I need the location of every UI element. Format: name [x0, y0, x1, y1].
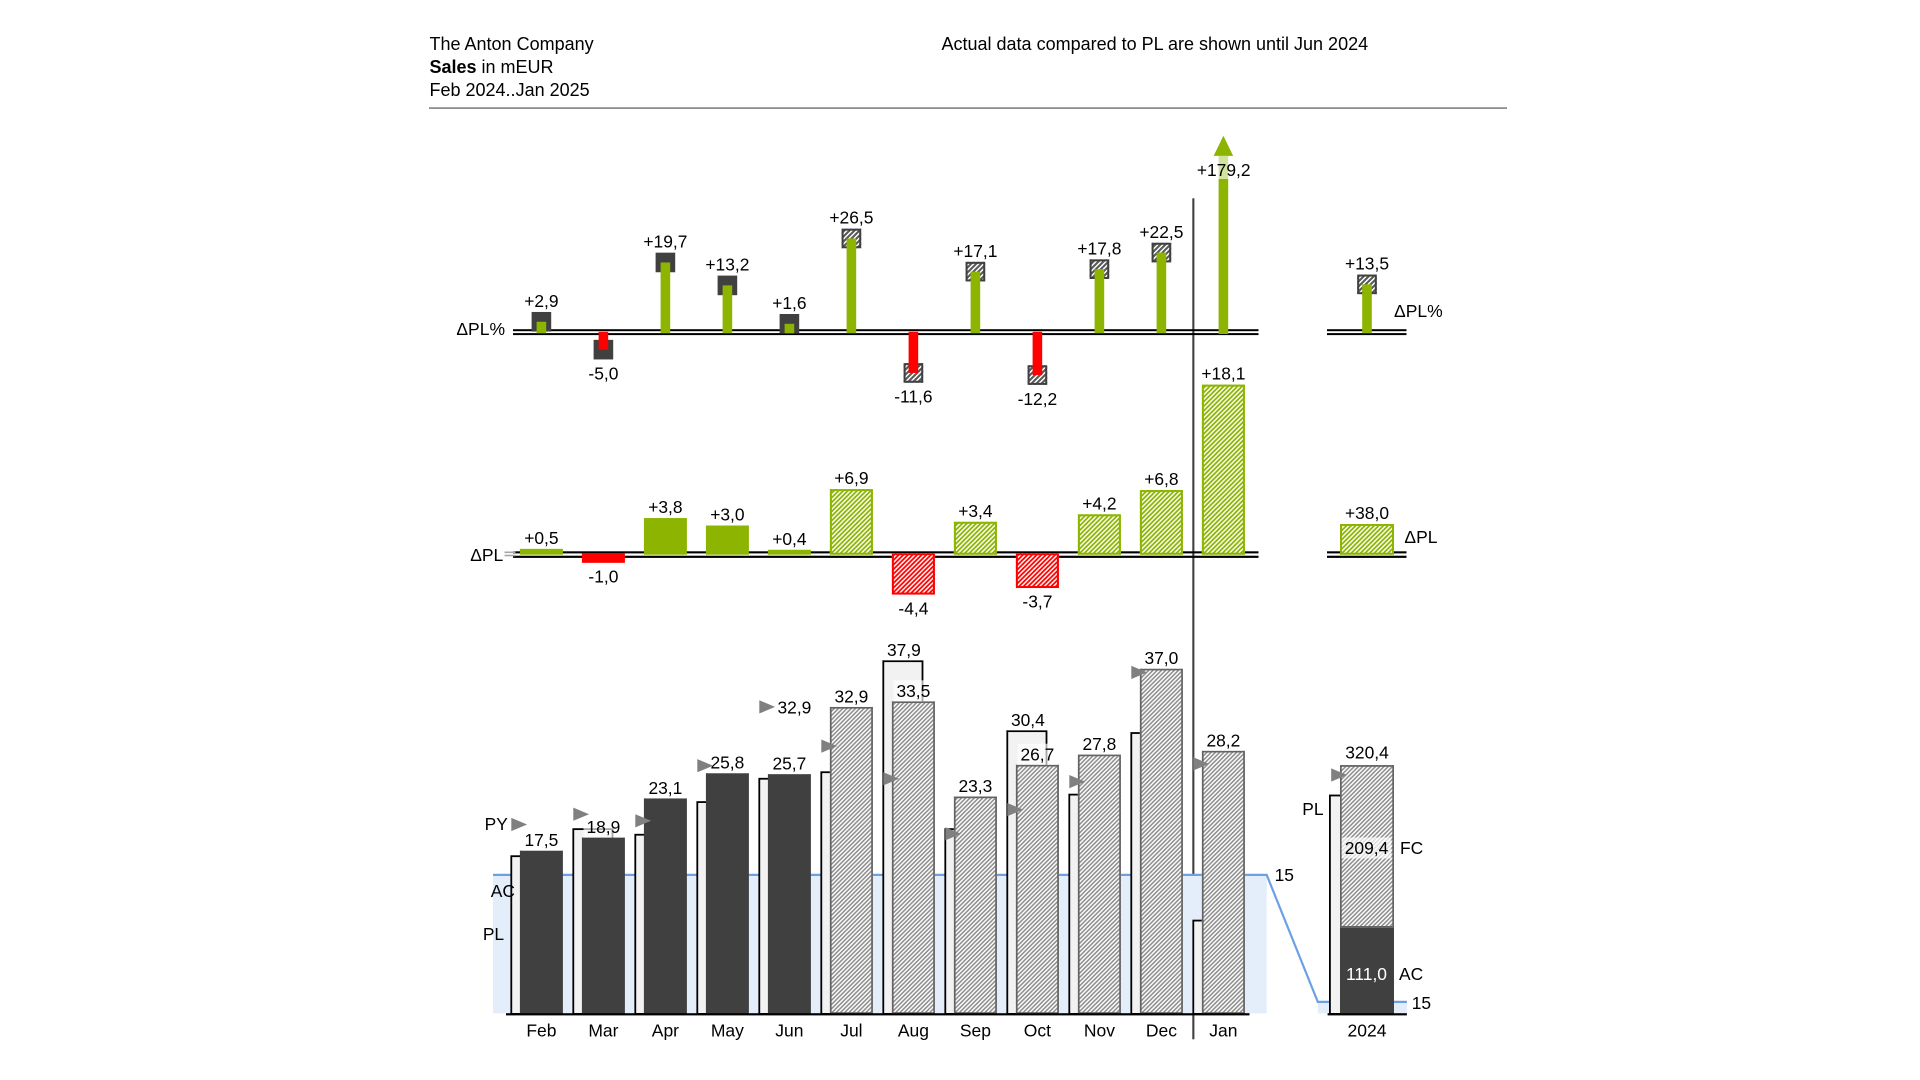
- svg-text:Mar: Mar: [588, 1021, 618, 1041]
- svg-text:15: 15: [1275, 865, 1294, 885]
- svg-text:32,9: 32,9: [834, 686, 868, 706]
- svg-text:Jan: Jan: [1209, 1021, 1237, 1041]
- svg-text:Actual data compared to PL are: Actual data compared to PL are shown unt…: [942, 34, 1369, 54]
- svg-text:Aug: Aug: [898, 1021, 929, 1041]
- svg-text:30,4: 30,4: [1011, 710, 1045, 730]
- svg-text:AC: AC: [1399, 964, 1423, 984]
- svg-text:+18,1: +18,1: [1201, 364, 1245, 384]
- svg-text:+13,5: +13,5: [1345, 254, 1389, 274]
- svg-text:23,1: 23,1: [648, 778, 682, 798]
- svg-text:+3,4: +3,4: [958, 501, 993, 521]
- svg-text:2024: 2024: [1348, 1021, 1387, 1041]
- svg-text:-1,0: -1,0: [588, 567, 618, 587]
- svg-text:+6,8: +6,8: [1144, 469, 1178, 489]
- svg-text:+3,0: +3,0: [710, 505, 744, 525]
- svg-text:+2,9: +2,9: [524, 291, 558, 311]
- svg-text:Feb: Feb: [526, 1021, 556, 1041]
- svg-text:320,4: 320,4: [1345, 743, 1389, 763]
- svg-text:+0,5: +0,5: [524, 528, 558, 548]
- svg-text:+22,5: +22,5: [1139, 222, 1183, 242]
- svg-text:ΔPL%: ΔPL%: [456, 319, 505, 339]
- svg-text:Dec: Dec: [1146, 1021, 1177, 1041]
- svg-text:37,0: 37,0: [1144, 648, 1178, 668]
- svg-text:+3,8: +3,8: [648, 497, 682, 517]
- svg-text:+17,1: +17,1: [953, 241, 997, 261]
- svg-text:+4,2: +4,2: [1082, 493, 1116, 513]
- svg-text:-12,2: -12,2: [1018, 389, 1058, 409]
- svg-text:PY: PY: [485, 814, 509, 834]
- svg-text:+6,9: +6,9: [834, 468, 868, 488]
- svg-text:25,7: 25,7: [772, 754, 806, 774]
- svg-text:+179,2: +179,2: [1197, 160, 1251, 180]
- svg-text:37,9: 37,9: [887, 640, 921, 660]
- svg-text:AC: AC: [491, 881, 515, 901]
- svg-text:15: 15: [1412, 993, 1431, 1013]
- svg-text:Oct: Oct: [1024, 1021, 1051, 1041]
- svg-text:33,5: 33,5: [896, 681, 930, 701]
- svg-text:-3,7: -3,7: [1022, 592, 1052, 612]
- svg-text:Sep: Sep: [960, 1021, 991, 1041]
- svg-text:25,8: 25,8: [710, 753, 744, 773]
- svg-text:+26,5: +26,5: [829, 208, 873, 228]
- svg-text:+38,0: +38,0: [1345, 503, 1389, 523]
- svg-text:111,0: 111,0: [1346, 964, 1387, 984]
- svg-text:Jul: Jul: [840, 1021, 862, 1041]
- svg-text:Nov: Nov: [1084, 1021, 1115, 1041]
- svg-text:Jun: Jun: [775, 1021, 803, 1041]
- svg-text:PL: PL: [1302, 799, 1324, 819]
- svg-text:+19,7: +19,7: [643, 232, 687, 252]
- svg-text:-11,6: -11,6: [894, 387, 932, 407]
- svg-text:-5,0: -5,0: [588, 363, 618, 383]
- svg-text:18,9: 18,9: [586, 817, 620, 837]
- svg-text:27,8: 27,8: [1082, 734, 1116, 754]
- svg-text:ΔPL%: ΔPL%: [1394, 301, 1443, 321]
- svg-text:-4,4: -4,4: [898, 598, 928, 618]
- svg-text:26,7: 26,7: [1020, 744, 1054, 764]
- svg-text:May: May: [711, 1021, 744, 1041]
- svg-text:32,9: 32,9: [778, 698, 812, 718]
- svg-text:The Anton Company: The Anton Company: [430, 34, 594, 54]
- svg-text:ΔPL: ΔPL: [470, 545, 503, 565]
- svg-text:17,5: 17,5: [524, 830, 558, 850]
- svg-text:FC: FC: [1400, 838, 1423, 858]
- svg-text:23,3: 23,3: [958, 776, 992, 796]
- svg-text:ΔPL: ΔPL: [1404, 527, 1437, 547]
- svg-text:PL: PL: [483, 924, 505, 944]
- svg-text:+13,2: +13,2: [705, 255, 749, 275]
- svg-text:Feb 2024..Jan 2025: Feb 2024..Jan 2025: [430, 80, 590, 100]
- svg-text:28,2: 28,2: [1206, 730, 1240, 750]
- svg-text:Sales in mEUR: Sales in mEUR: [430, 57, 554, 77]
- svg-text:209,4: 209,4: [1345, 838, 1389, 858]
- svg-text:Apr: Apr: [652, 1021, 679, 1041]
- svg-text:+1,6: +1,6: [772, 293, 806, 313]
- svg-text:+17,8: +17,8: [1077, 238, 1121, 258]
- svg-text:+0,4: +0,4: [772, 529, 807, 549]
